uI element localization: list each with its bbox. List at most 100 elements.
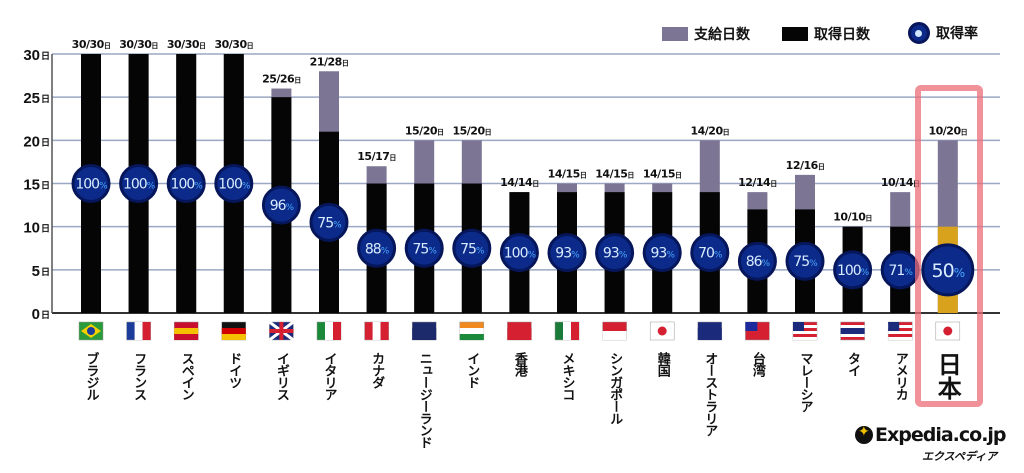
legend-item-granted: 支給日数 (662, 24, 750, 44)
category-label: スペイン (178, 352, 194, 400)
flag-stripe (221, 334, 246, 340)
flag-globe (87, 327, 95, 335)
y-tick-unit: 日 (41, 94, 50, 105)
rate-unit: % (619, 251, 628, 261)
category-label: アメリカ (892, 352, 908, 400)
flag-stripe (134, 322, 143, 340)
flag-stripe (333, 322, 341, 340)
rate-circle (214, 164, 254, 203)
bar-label: 10/10日 (833, 211, 872, 224)
flag-stripe (840, 328, 865, 334)
bar-label: 14/14日 (500, 176, 539, 189)
flag-stripe (602, 331, 627, 340)
category-label: オーストラリア (702, 352, 718, 436)
bar-label: 30/30日 (167, 38, 206, 51)
rate-circle (452, 228, 492, 268)
legend-item-rate: 取得率 (908, 22, 978, 44)
flag-stripe (697, 328, 722, 334)
y-tick-label: 30 (23, 47, 40, 64)
category-label: 香港 (511, 352, 527, 376)
flag-stripe (888, 331, 913, 334)
y-tick-unit: 日 (41, 224, 50, 235)
category-label: ニュージーランド (416, 352, 432, 448)
flag-stripe (142, 322, 151, 340)
expedia-logo-text: Expedia.co.jp (875, 424, 1007, 446)
category-label: 韓国 (654, 352, 670, 376)
bar-label: 15/17日 (357, 150, 396, 163)
legend-item-taken: 取得日数 (782, 24, 870, 44)
y-tick-unit: 日 (41, 310, 50, 321)
rate-unit: % (333, 220, 342, 230)
rate-circle (690, 233, 730, 273)
legend-label-taken: 取得日数 (814, 27, 870, 43)
flag-dot (943, 326, 953, 336)
flag-stripe (459, 328, 484, 334)
y-tick-label: 0 (32, 306, 40, 323)
bar-label-unit: 日 (485, 128, 492, 136)
expedia-logo-icon (855, 424, 873, 444)
category-label: カナダ (369, 352, 385, 388)
rate-circle (595, 233, 635, 273)
flag-stripe (793, 337, 817, 340)
rate-label: 50% (932, 260, 965, 282)
bar-label-unit: 日 (151, 42, 158, 50)
bar-label-unit: 日 (818, 163, 825, 171)
rate-unit: % (194, 182, 203, 192)
y-tick-label: 20 (23, 133, 40, 150)
flag-stripe (563, 322, 571, 340)
category-label: メキシコ (559, 352, 575, 400)
bar-label: 10/14日 (881, 176, 920, 189)
bar-label-unit: 日 (532, 180, 539, 188)
flag-stripe (412, 328, 437, 334)
flag-canton (793, 322, 804, 331)
flag-stripe (793, 325, 817, 328)
rate-unit: % (762, 259, 771, 269)
y-tick-unit: 日 (41, 181, 50, 192)
rate-circle (261, 185, 301, 225)
flag-stripe (888, 325, 913, 328)
flag-stripe (459, 334, 484, 340)
rate-unit: % (242, 182, 251, 192)
rate-circle (785, 241, 825, 281)
flag-stripe (279, 322, 284, 340)
bar-label: 14/15日 (595, 168, 634, 181)
rate-unit: % (381, 246, 390, 256)
rate-unit: % (861, 268, 870, 278)
bar-label: 21/28日 (310, 55, 349, 68)
bar-label: 14/20日 (690, 124, 729, 137)
bar-label-unit: 日 (104, 42, 111, 50)
rate-unit: % (527, 251, 536, 261)
flag-stripe (412, 334, 437, 340)
flag-stripe (325, 322, 333, 340)
category-label: 台湾 (749, 352, 765, 376)
category-label: マレーシア (797, 352, 813, 412)
flag-stripe (380, 322, 389, 340)
bar-label: 30/30日 (72, 38, 111, 51)
rate-unit: % (809, 259, 818, 269)
expedia-logo: Expedia.co.jp (855, 424, 1007, 446)
rate-unit: % (666, 251, 675, 261)
legend-swatch-taken (782, 27, 808, 41)
category-label: インド (464, 352, 480, 388)
rate-circle (547, 233, 587, 273)
category-label: イギリス (273, 352, 289, 400)
bar-label: 30/30日 (214, 38, 253, 51)
category-label: ブラジル (83, 352, 99, 400)
bar-label-unit: 日 (389, 154, 396, 162)
rate-unit: % (476, 246, 485, 256)
category-label: ドイツ (226, 352, 242, 388)
category-label: イタリア (321, 352, 337, 400)
legend-swatch-granted (662, 27, 688, 41)
y-tick-label: 5 (32, 263, 40, 280)
legend-label-granted: 支給日数 (694, 27, 750, 43)
bar-label: 12/16日 (786, 159, 825, 172)
rate-unit: % (286, 203, 295, 213)
bar-label-unit: 日 (580, 172, 587, 180)
bar-label-unit: 日 (294, 77, 301, 85)
rate-circle (71, 164, 111, 203)
expedia-logo-subtext: エクスペディア (922, 450, 998, 463)
rate-circle (309, 202, 349, 242)
bar-label-unit: 日 (437, 128, 444, 136)
category-label: 日本 (933, 352, 962, 400)
rate-unit: % (147, 182, 156, 192)
